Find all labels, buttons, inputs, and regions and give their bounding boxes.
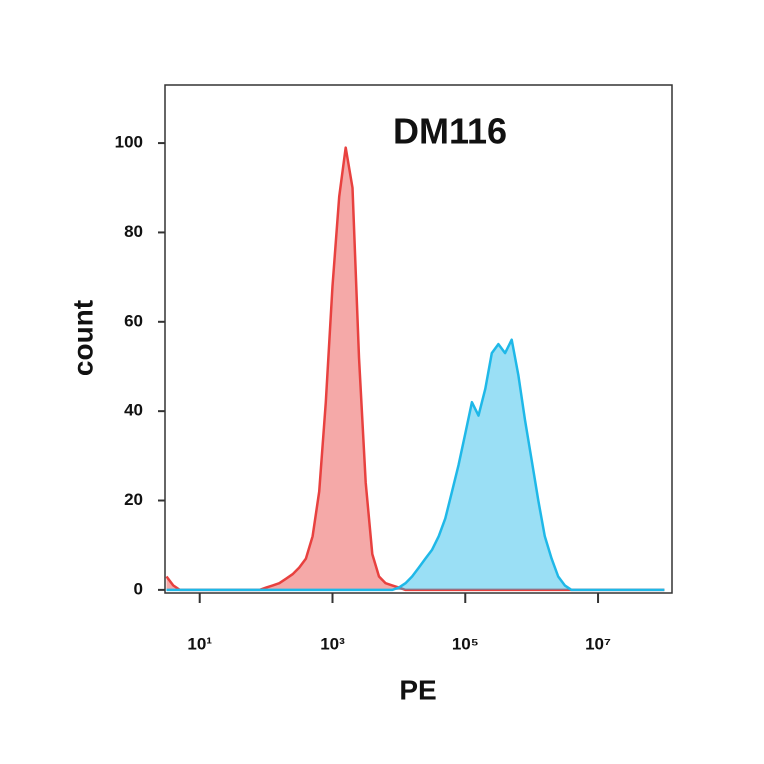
histogram-line <box>165 146 665 592</box>
x-tick-label: 10⁵ <box>452 634 479 653</box>
x-tick-label: 10¹ <box>187 634 212 653</box>
y-tick-label: 0 <box>134 579 143 598</box>
y-axis-label: count <box>67 300 98 376</box>
x-tick-label: 10³ <box>320 634 345 653</box>
x-axis-label: PE <box>399 674 436 705</box>
histogram-area <box>166 147 665 590</box>
y-tick-label: 80 <box>124 222 143 241</box>
y-tick-label: 100 <box>115 133 143 152</box>
y-tick-label: 20 <box>124 490 143 509</box>
histogram-area <box>166 339 665 590</box>
plot-frame <box>164 84 673 594</box>
histogram-line <box>166 338 665 592</box>
y-tick-label: 60 <box>124 311 143 330</box>
y-tick-label: 40 <box>124 401 143 420</box>
x-tick-label: 10⁷ <box>585 634 611 653</box>
chart-title: DM116 <box>393 111 507 152</box>
